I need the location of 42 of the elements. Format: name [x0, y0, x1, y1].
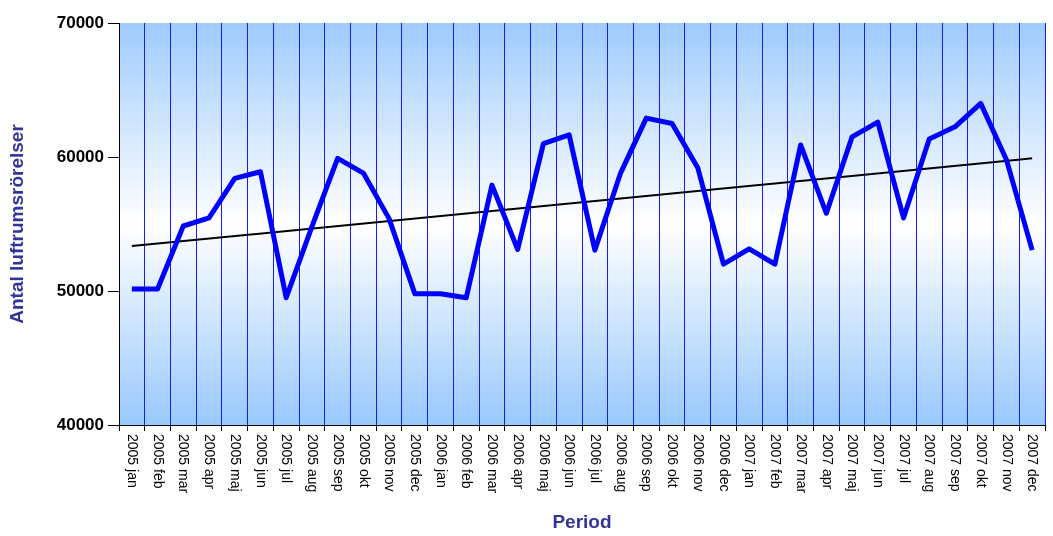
x-tick-label: 2005 feb — [150, 434, 167, 489]
x-tick-label: 2006 nov — [690, 434, 707, 492]
x-tick-label: 2005 mar — [176, 434, 193, 494]
x-axis-title: Period — [552, 510, 612, 532]
x-tick-label: 2006 sep — [639, 434, 656, 492]
x-tick-label: 2007 dec — [1025, 434, 1042, 492]
x-tick-label: 2005 jul — [279, 434, 296, 484]
x-tick-label: 2005 maj — [227, 434, 244, 492]
x-tick-label: 2006 jun — [562, 434, 579, 488]
x-tick-label: 2005 nov — [382, 434, 399, 492]
y-tick-label: 50000 — [56, 280, 104, 300]
x-tick-label: 2007 sep — [948, 434, 965, 492]
x-tick-label: 2007 nov — [999, 434, 1016, 492]
x-tick-label: 2007 apr — [819, 434, 836, 490]
x-tick-label: 2007 mar — [793, 434, 810, 494]
x-tick-label: 2006 feb — [459, 434, 476, 489]
x-tick-label: 2006 jul — [588, 434, 604, 484]
x-tick-label: 2005 apr — [202, 434, 219, 490]
x-tick-label: 2006 okt — [665, 434, 682, 488]
y-tick-label: 40000 — [56, 414, 104, 434]
y-tick-label: 70000 — [56, 12, 104, 32]
x-tick-label: 2007 okt — [973, 434, 990, 488]
x-tick-label: 2006 jan — [433, 434, 450, 488]
x-tick-label: 2007 jan — [742, 434, 759, 488]
x-tick-label: 2005 sep — [330, 434, 347, 492]
x-tick-label: 2007 aug — [922, 434, 939, 493]
y-tick-label: 60000 — [56, 146, 104, 166]
y-axis-title: Antal luftrumsrörelser — [5, 123, 27, 324]
x-tick-label: 2006 dec — [716, 434, 733, 492]
x-tick-label: 2005 jan — [125, 434, 141, 488]
x-tick-label: 2007 maj — [845, 434, 862, 492]
x-tick-label: 2006 aug — [613, 434, 630, 493]
x-tick-label: 2006 apr — [510, 434, 527, 490]
x-tick-label: 2005 okt — [356, 434, 373, 488]
x-tick-label: 2007 feb — [768, 434, 785, 489]
x-tick-label: 2007 jul — [896, 434, 913, 484]
x-tick-label: 2006 maj — [536, 434, 553, 492]
x-tick-label: 2005 dec — [407, 434, 424, 492]
x-tick-label: 2007 jun — [870, 434, 887, 488]
x-tick-label: 2006 mar — [485, 434, 502, 494]
x-tick-label: 2005 jun — [253, 434, 270, 488]
x-tick-label: 2005 aug — [305, 434, 322, 493]
